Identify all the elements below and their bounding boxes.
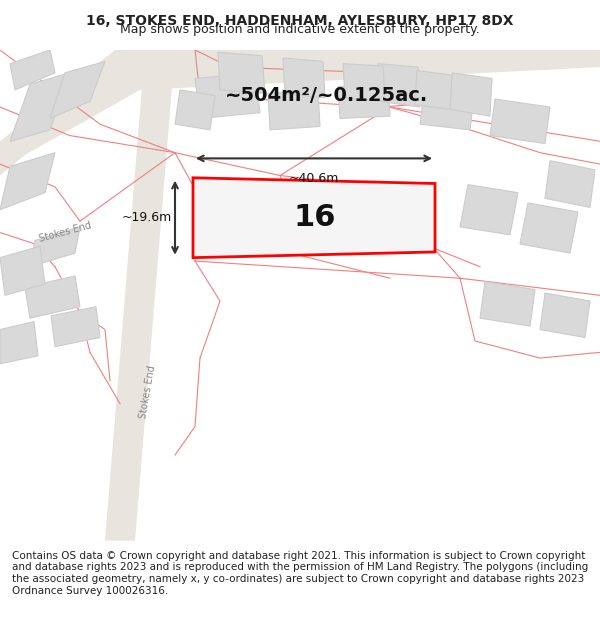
Text: 16: 16 (294, 203, 336, 232)
Polygon shape (480, 282, 535, 326)
Polygon shape (343, 64, 385, 101)
Polygon shape (268, 90, 320, 130)
Polygon shape (540, 293, 590, 338)
Polygon shape (30, 227, 80, 267)
Text: Stokes End: Stokes End (38, 221, 92, 244)
Polygon shape (175, 90, 215, 130)
Text: Map shows position and indicative extent of the property.: Map shows position and indicative extent… (120, 23, 480, 36)
Polygon shape (105, 50, 175, 541)
Polygon shape (50, 61, 105, 119)
Polygon shape (51, 307, 100, 347)
Text: ~19.6m: ~19.6m (122, 211, 172, 224)
Polygon shape (0, 246, 45, 295)
Polygon shape (283, 58, 325, 98)
Polygon shape (10, 73, 70, 141)
Polygon shape (545, 161, 595, 208)
Text: Stokes End: Stokes End (139, 365, 158, 420)
Polygon shape (0, 152, 55, 210)
Polygon shape (450, 73, 492, 116)
Polygon shape (460, 184, 518, 235)
Polygon shape (378, 64, 420, 107)
Polygon shape (25, 276, 80, 318)
Polygon shape (415, 71, 452, 109)
Polygon shape (520, 203, 578, 253)
Polygon shape (195, 73, 260, 119)
Polygon shape (0, 50, 600, 176)
Polygon shape (10, 50, 55, 90)
Polygon shape (420, 84, 475, 130)
Text: 16, STOKES END, HADDENHAM, AYLESBURY, HP17 8DX: 16, STOKES END, HADDENHAM, AYLESBURY, HP… (86, 14, 514, 28)
Text: Contains OS data © Crown copyright and database right 2021. This information is : Contains OS data © Crown copyright and d… (12, 551, 588, 596)
Polygon shape (338, 84, 390, 119)
Polygon shape (193, 177, 435, 258)
Polygon shape (218, 52, 265, 93)
Text: ~40.6m: ~40.6m (289, 172, 339, 185)
Text: ~504m²/~0.125ac.: ~504m²/~0.125ac. (225, 86, 428, 105)
Polygon shape (0, 321, 38, 364)
Polygon shape (490, 99, 550, 144)
